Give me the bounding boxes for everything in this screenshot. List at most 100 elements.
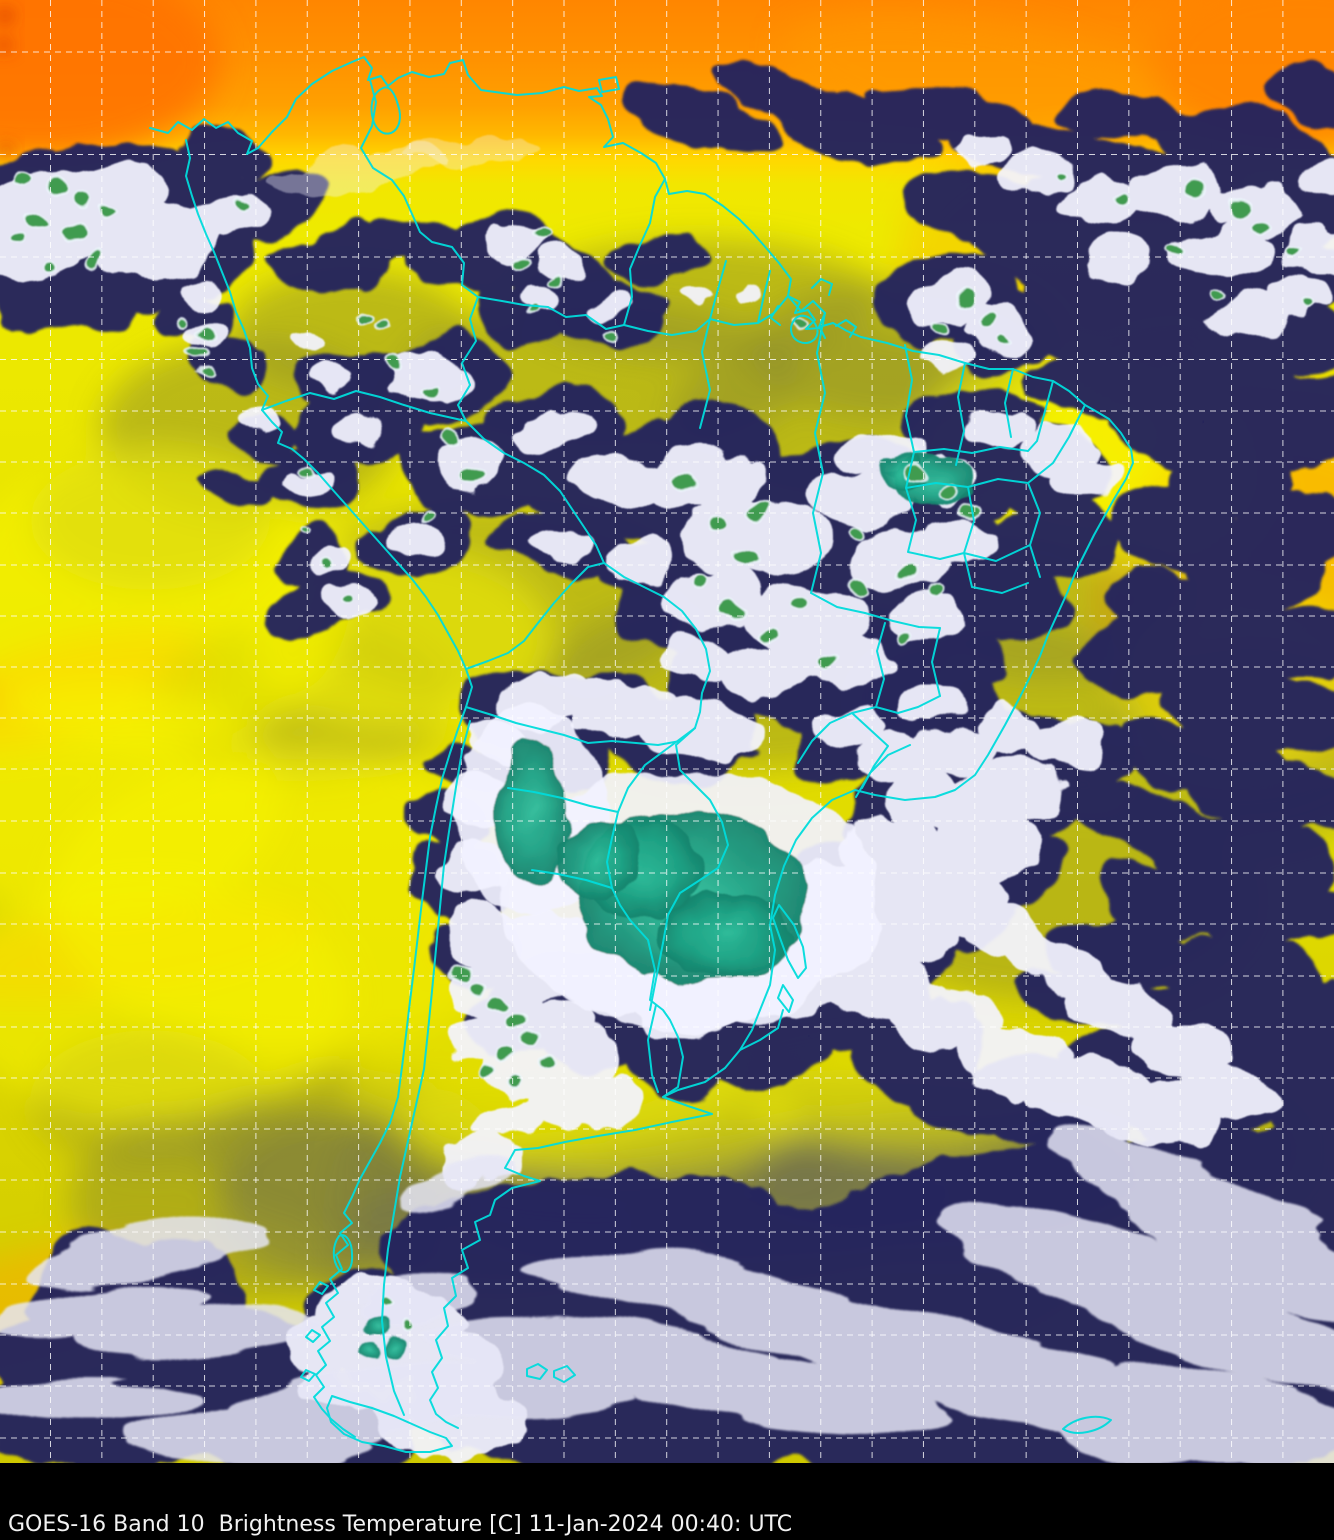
brazil-state-borders-se xyxy=(797,622,941,798)
cloud-blob xyxy=(850,530,950,590)
cloud-blob xyxy=(80,200,220,280)
cloud-blob xyxy=(930,807,1040,883)
border-uruguay-river xyxy=(647,942,664,1093)
cloud-blob xyxy=(756,630,780,650)
cloud-blob xyxy=(1211,283,1229,297)
cloud-blob xyxy=(302,473,318,487)
chiloe-island xyxy=(332,1234,354,1273)
cloud-blob xyxy=(295,524,309,536)
cloud-blob xyxy=(536,1053,554,1067)
cloud-blob xyxy=(605,540,675,580)
cloud-blob xyxy=(356,311,374,325)
cloud-blob xyxy=(176,278,216,302)
cloud-blob xyxy=(896,633,914,647)
cloud-blob xyxy=(575,455,665,505)
cloud-blob xyxy=(731,282,759,298)
cloud-blob xyxy=(400,133,540,167)
cloud-blob xyxy=(925,518,995,562)
cloud-blob xyxy=(530,522,590,558)
cloud-blob xyxy=(521,1031,543,1049)
trinidad-island xyxy=(598,76,620,93)
cloud-blob xyxy=(536,225,554,239)
cloud-blob xyxy=(910,728,990,772)
cloud-blob xyxy=(890,562,910,578)
patagonian-islands xyxy=(300,1281,329,1382)
cloud-blob xyxy=(555,820,645,900)
cloud-blob xyxy=(920,582,940,598)
cloud-blob xyxy=(377,1295,393,1309)
cloud-blob xyxy=(810,470,910,530)
cloud-blob xyxy=(1111,193,1129,207)
cloud-blob xyxy=(610,228,710,272)
cloud-blob xyxy=(339,591,357,605)
cloud-blob xyxy=(199,325,217,339)
brazil-state-borders-ne xyxy=(904,344,1086,594)
border-venezuela-brazil xyxy=(477,296,625,330)
cloud-blob xyxy=(789,595,811,613)
cloud-blob xyxy=(952,292,972,308)
cloud-blob xyxy=(190,193,270,237)
cloud-blob xyxy=(80,1302,320,1358)
border-bolivia-south xyxy=(465,706,696,746)
cloud-blob xyxy=(1080,238,1160,282)
cloud-blob xyxy=(504,1013,526,1031)
lagoa-dos-patos xyxy=(772,904,807,1013)
cloud-blob xyxy=(640,700,760,760)
cloud-blob xyxy=(815,710,885,750)
cloud-blob xyxy=(6,233,24,247)
cloud-blob xyxy=(1300,160,1334,200)
cloud-blob xyxy=(460,460,480,476)
cloud-blob xyxy=(732,550,758,570)
cloud-blob xyxy=(970,412,1030,448)
cloud-blob xyxy=(415,511,433,525)
cloud-blob xyxy=(1250,480,1334,560)
border-guyana-brazil xyxy=(623,318,711,336)
cloud-blob xyxy=(805,635,895,685)
cloud-blob xyxy=(750,502,770,518)
cloud-blob xyxy=(937,483,959,501)
cloud-blob xyxy=(322,551,338,565)
cloud-blob xyxy=(389,355,407,369)
cloud-blob xyxy=(1030,723,1110,767)
cloud-blob xyxy=(660,890,790,980)
cloud-blob xyxy=(511,248,529,262)
cloud-blob xyxy=(1280,225,1334,275)
cloud-blob xyxy=(885,770,975,830)
cloud-blob xyxy=(1100,565,1220,635)
cloud-blob xyxy=(551,1345,949,1435)
cloud-blob xyxy=(682,290,718,310)
cloud-blob xyxy=(1240,600,1334,680)
cloud-blob xyxy=(403,1153,517,1207)
cloud-blob xyxy=(0,1375,200,1425)
cloud-blob xyxy=(1052,173,1068,187)
cloud-blob xyxy=(1175,225,1265,275)
cloud-blob xyxy=(950,135,1010,165)
cloud-blob xyxy=(383,1340,407,1356)
cloud-blob xyxy=(358,1345,378,1359)
cloud-blob xyxy=(819,651,841,669)
cloud-blob xyxy=(179,312,193,324)
cirrus-streaks xyxy=(0,1125,1334,1463)
cloud-blob xyxy=(1210,298,1290,342)
cloud-blob xyxy=(997,327,1015,341)
cloud-blob xyxy=(880,452,930,488)
border-argentina-chile xyxy=(381,720,471,1416)
coastlines-and-borders xyxy=(149,56,1134,1453)
cloud-blob xyxy=(419,381,437,395)
cloud-blob xyxy=(575,1078,645,1122)
caption-bar: GOES-16 Band 10 Brightness Temperature [… xyxy=(0,1463,1334,1540)
cloud-blob xyxy=(452,967,472,983)
cloud-blob xyxy=(1252,218,1272,234)
cloud-blob xyxy=(720,642,820,698)
border-guyana-venezuela xyxy=(623,178,666,326)
cloud-blob xyxy=(1200,764,1334,836)
cloud-blob xyxy=(909,461,931,479)
cloud-blob xyxy=(479,1061,497,1075)
lat-lon-graticule xyxy=(0,0,1334,1463)
cloud-blob xyxy=(487,996,509,1014)
cloud-blob xyxy=(1220,885,1334,955)
cloud-blob xyxy=(960,755,1060,825)
cloud-blob xyxy=(1000,500,1120,580)
cloud-blob xyxy=(1260,1060,1334,1140)
border-ecuador-peru xyxy=(261,390,467,422)
